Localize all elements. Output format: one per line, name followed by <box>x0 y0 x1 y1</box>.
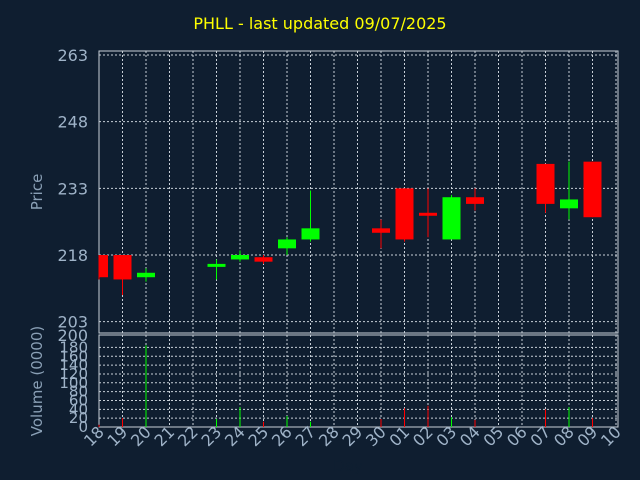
candle-30 <box>372 219 390 249</box>
volume-tick-label: 140 <box>59 356 88 374</box>
candle-09 <box>583 161 602 218</box>
candle-body <box>395 188 414 240</box>
volume-tick-label: 160 <box>59 347 88 365</box>
candle-03 <box>442 195 461 240</box>
volume-tick-label: 0 <box>78 418 88 436</box>
volume-tick-label: 20 <box>69 409 88 427</box>
price-tick-label: 263 <box>57 46 88 65</box>
price-tick-label: 248 <box>57 113 88 132</box>
candle-02 <box>419 188 437 238</box>
candle-20 <box>137 268 155 282</box>
candle-body <box>583 161 602 218</box>
candle-body <box>254 257 273 262</box>
candle-body <box>372 228 390 233</box>
candle-body <box>536 163 555 204</box>
candle-24 <box>231 250 249 262</box>
candle-01 <box>395 188 414 242</box>
volume-tick-label: 100 <box>59 374 88 392</box>
candle-23 <box>207 259 226 280</box>
candle-27 <box>301 190 320 242</box>
candle-25 <box>254 255 273 264</box>
candle-19 <box>113 255 132 295</box>
candle-08 <box>560 161 578 220</box>
candle-07 <box>536 163 555 213</box>
volume-tick-label: 80 <box>69 383 88 401</box>
volume-tick-label: 60 <box>69 391 88 409</box>
candle-body <box>99 255 108 278</box>
candle-body <box>442 197 461 240</box>
candle-body <box>560 199 578 209</box>
volume-tick-label: 120 <box>59 365 88 383</box>
price-tick-label: 218 <box>57 246 88 265</box>
candles <box>98 161 602 295</box>
candle-body <box>466 197 484 204</box>
price-tick-label: 203 <box>57 313 88 332</box>
volume-tick-label: 40 <box>69 400 88 418</box>
candle-body <box>278 239 296 249</box>
candle-body <box>419 212 437 216</box>
price-tick-label: 200 <box>57 326 88 345</box>
candle-26 <box>278 237 296 255</box>
volume-tick-label: 180 <box>59 338 88 356</box>
volume-panel <box>98 334 619 428</box>
chart-title: PHLL - last updated 09/07/2025 <box>193 14 447 33</box>
price-panel <box>98 50 619 334</box>
y-axis-label: Price <box>28 174 46 211</box>
candle-body <box>207 263 226 267</box>
volume-axis-label: Volume (0000) <box>28 326 46 436</box>
candle-body <box>113 255 132 280</box>
x-axis-label: Day <box>333 457 363 475</box>
price-tick-label: 233 <box>57 179 88 198</box>
candle-04 <box>466 188 484 211</box>
candle-body <box>231 255 249 260</box>
candle-body <box>137 272 155 278</box>
candle-18 <box>98 255 108 280</box>
x-ticks: 1819202122232425262728293001020304050607… <box>80 422 625 450</box>
candle-body <box>301 228 320 240</box>
volume-bars <box>98 345 593 427</box>
